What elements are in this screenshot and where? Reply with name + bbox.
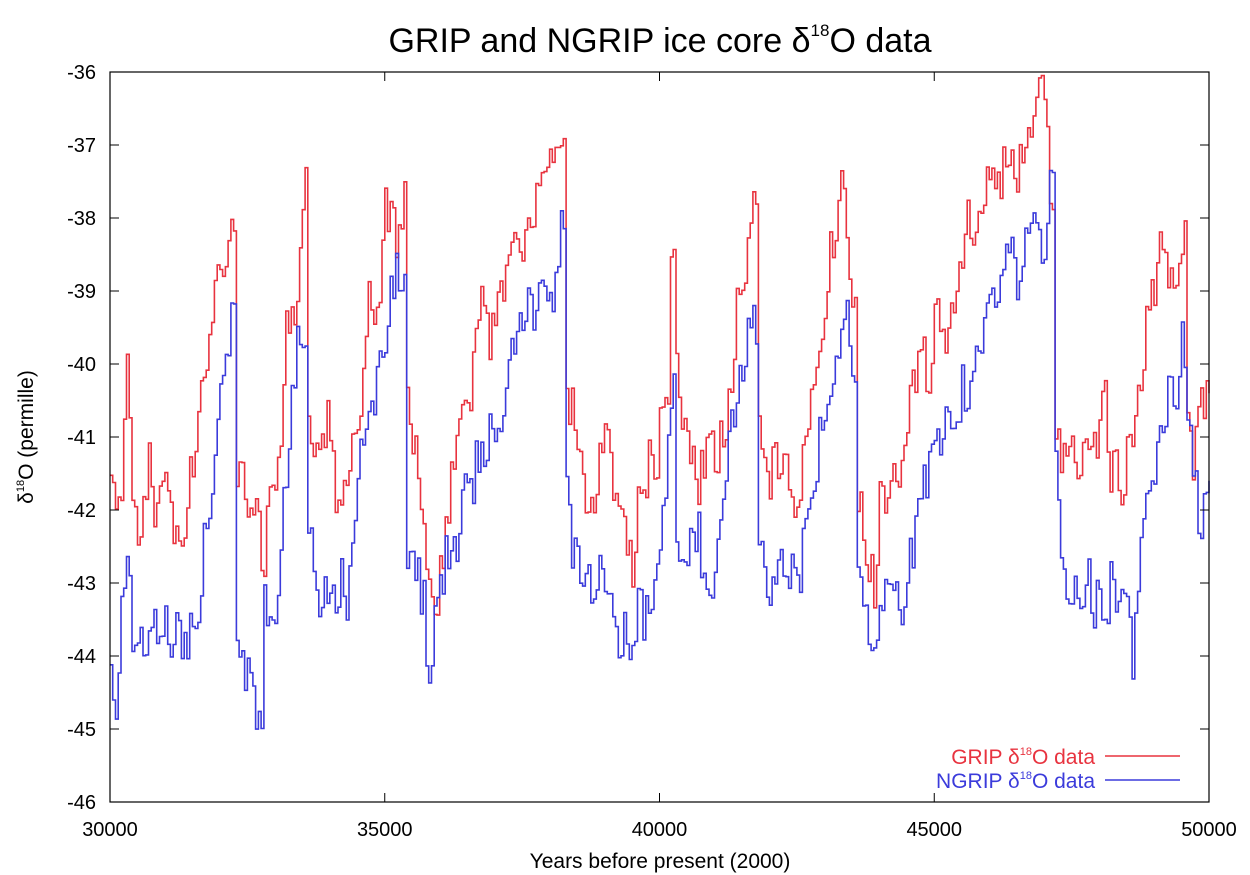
x-tick-label: 45000: [906, 819, 962, 841]
y-tick-label: -45: [67, 719, 96, 741]
y-axis-label-pre: δ: [15, 492, 38, 504]
legend-label-ngrip: NGRIP δ18O data: [936, 770, 1095, 793]
x-tick-label: 50000: [1181, 819, 1237, 841]
y-tick-label: -41: [67, 427, 96, 449]
y-tick-label: -43: [67, 573, 96, 595]
legend: GRIP δ18O data NGRIP δ18O data: [936, 746, 1180, 793]
y-tick-label: -39: [67, 281, 96, 303]
x-axis-label: Years before present (2000): [530, 850, 791, 873]
x-tick-label: 40000: [632, 819, 688, 841]
legend-label-grip: GRIP δ18O data: [951, 746, 1095, 769]
y-tick-label: -38: [67, 208, 96, 230]
y-tick-label: -46: [67, 792, 96, 814]
series-line-grip: [110, 74, 1210, 616]
series-line-ngrip: [110, 169, 1210, 730]
y-tick-label: -36: [67, 62, 96, 84]
y-tick-label: -37: [67, 135, 96, 157]
series-layer: [110, 74, 1210, 730]
y-axis-label-post: O (permille): [15, 370, 38, 480]
chart-title-rest: O data: [829, 22, 931, 60]
y-axis: -46 -45 -44 -43 -42 -41 -40 -39 -38 -37 -36: [67, 62, 1209, 814]
x-tick-label: 35000: [357, 819, 413, 841]
y-tick-label: -44: [67, 646, 96, 668]
y-axis-label-sup: 18: [15, 480, 27, 492]
y-tick-label: -40: [67, 354, 96, 376]
x-axis: 30000 35000 40000 45000 50000: [82, 72, 1237, 841]
chart-title-sup: 18: [811, 21, 830, 40]
x-tick-label: 30000: [82, 819, 138, 841]
y-tick-label: -42: [67, 500, 96, 522]
y-axis-label: δ18O (permille): [15, 370, 38, 504]
chart-title-main: GRIP and NGRIP ice core δ: [388, 22, 810, 60]
chart-title: GRIP and NGRIP ice core δ18O data: [388, 21, 931, 60]
